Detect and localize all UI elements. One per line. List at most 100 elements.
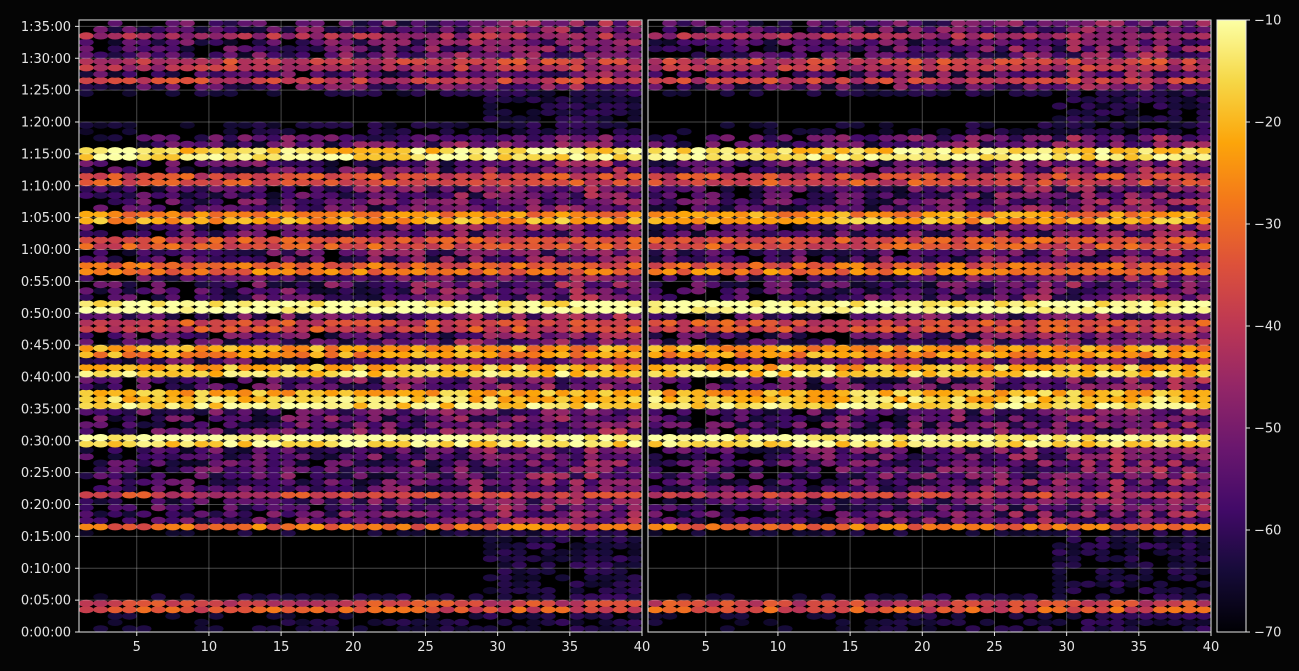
heatmap-cell (338, 51, 354, 59)
heatmap-cell (598, 510, 614, 518)
heatmap-cell (1080, 281, 1096, 289)
heatmap-cell (324, 370, 340, 378)
heatmap-cell (734, 319, 750, 327)
heatmap-cell (454, 599, 470, 607)
heatmap-cell (878, 459, 894, 467)
heatmap-cell (849, 453, 865, 461)
heatmap-cell (353, 300, 368, 308)
heatmap-cell (78, 312, 94, 320)
heatmap-cell (482, 344, 498, 352)
heatmap-cell (1023, 434, 1039, 442)
heatmap-cell (965, 281, 981, 289)
heatmap-cell (179, 140, 195, 148)
heatmap-cell (849, 370, 865, 378)
heatmap-cell (223, 606, 239, 614)
heatmap-cell (410, 210, 426, 218)
heatmap-cell (820, 402, 836, 410)
heatmap-cell (1153, 395, 1168, 403)
heatmap-cell (1167, 306, 1183, 314)
heatmap-cell (150, 370, 166, 378)
heatmap-cell (179, 300, 195, 308)
heatmap-cell (353, 389, 368, 397)
heatmap-cell (1124, 612, 1140, 620)
heatmap-cell (1153, 287, 1168, 295)
heatmap-cell (482, 96, 498, 104)
heatmap-cell (612, 478, 628, 486)
heatmap-cell (122, 312, 137, 320)
heatmap-cell (922, 427, 937, 435)
heatmap-cell (482, 210, 498, 218)
heatmap-cell (526, 472, 542, 480)
heatmap-cell (979, 478, 995, 486)
heatmap-cell (1095, 338, 1111, 346)
heatmap-cell (1037, 427, 1053, 435)
heatmap-cell (208, 179, 224, 187)
heatmap-cell (1037, 485, 1053, 493)
heatmap-cell (1051, 491, 1067, 499)
heatmap-cell (381, 172, 397, 180)
heatmap-cell (994, 312, 1010, 320)
heatmap-cell (1167, 536, 1183, 544)
heatmap-cell (719, 408, 735, 416)
heatmap-cell (763, 510, 779, 518)
heatmap-cell (280, 363, 296, 371)
heatmap-cell (194, 357, 210, 365)
heatmap-cell (569, 230, 585, 238)
heatmap-cell (396, 618, 412, 627)
heatmap-cell (367, 32, 383, 40)
heatmap-cell (381, 140, 397, 148)
heatmap-cell (396, 26, 412, 34)
heatmap-cell (136, 434, 152, 442)
heatmap-cell (777, 516, 793, 525)
heatmap-cell (150, 351, 166, 359)
heatmap-cell (627, 191, 643, 199)
heatmap-cell (410, 414, 426, 422)
heatmap-cell (1153, 281, 1168, 289)
heatmap-cell (425, 249, 441, 257)
heatmap-cell (806, 274, 822, 282)
heatmap-cell (208, 510, 224, 518)
heatmap-cell (280, 612, 296, 620)
heatmap-cell (1066, 529, 1082, 537)
heatmap-cell (165, 191, 181, 199)
heatmap-cell (1138, 523, 1154, 531)
heatmap-cell (878, 478, 894, 486)
heatmap-cell (864, 293, 880, 301)
heatmap-cell (425, 281, 441, 289)
heatmap-cell (719, 287, 735, 295)
heatmap-cell (569, 268, 585, 276)
heatmap-cell (396, 230, 412, 238)
heatmap-cell (526, 153, 542, 161)
heatmap-cell (122, 281, 137, 289)
heatmap-cell (353, 363, 368, 371)
heatmap-cell (194, 332, 210, 340)
heatmap-cell (526, 523, 542, 531)
heatmap-cell (194, 312, 210, 320)
heatmap-cell (965, 268, 981, 276)
heatmap-cell (122, 179, 137, 187)
heatmap-cell (994, 606, 1010, 614)
heatmap-cell (122, 300, 137, 308)
heatmap-cell (454, 389, 470, 397)
heatmap-cell (806, 465, 822, 473)
heatmap-cell (266, 485, 282, 493)
heatmap-cell (454, 478, 470, 486)
heatmap-cell (1167, 293, 1183, 301)
heatmap-cell (324, 383, 340, 391)
heatmap-cell (1124, 580, 1140, 588)
heatmap-cell (526, 510, 542, 518)
heatmap-cell (584, 434, 599, 442)
heatmap-cell (526, 325, 542, 333)
heatmap-cell (511, 357, 527, 365)
heatmap-cell (555, 319, 571, 327)
heatmap-cell (1095, 427, 1111, 435)
heatmap-cell (78, 32, 94, 40)
heatmap-cell (324, 217, 340, 225)
heatmap-cell (511, 293, 527, 301)
heatmap-cell (309, 185, 325, 193)
heatmap-cell (1153, 606, 1168, 614)
heatmap-cell (1008, 612, 1024, 620)
heatmap-cell (555, 363, 571, 371)
heatmap-cell (468, 134, 484, 142)
heatmap-cell (555, 210, 571, 218)
